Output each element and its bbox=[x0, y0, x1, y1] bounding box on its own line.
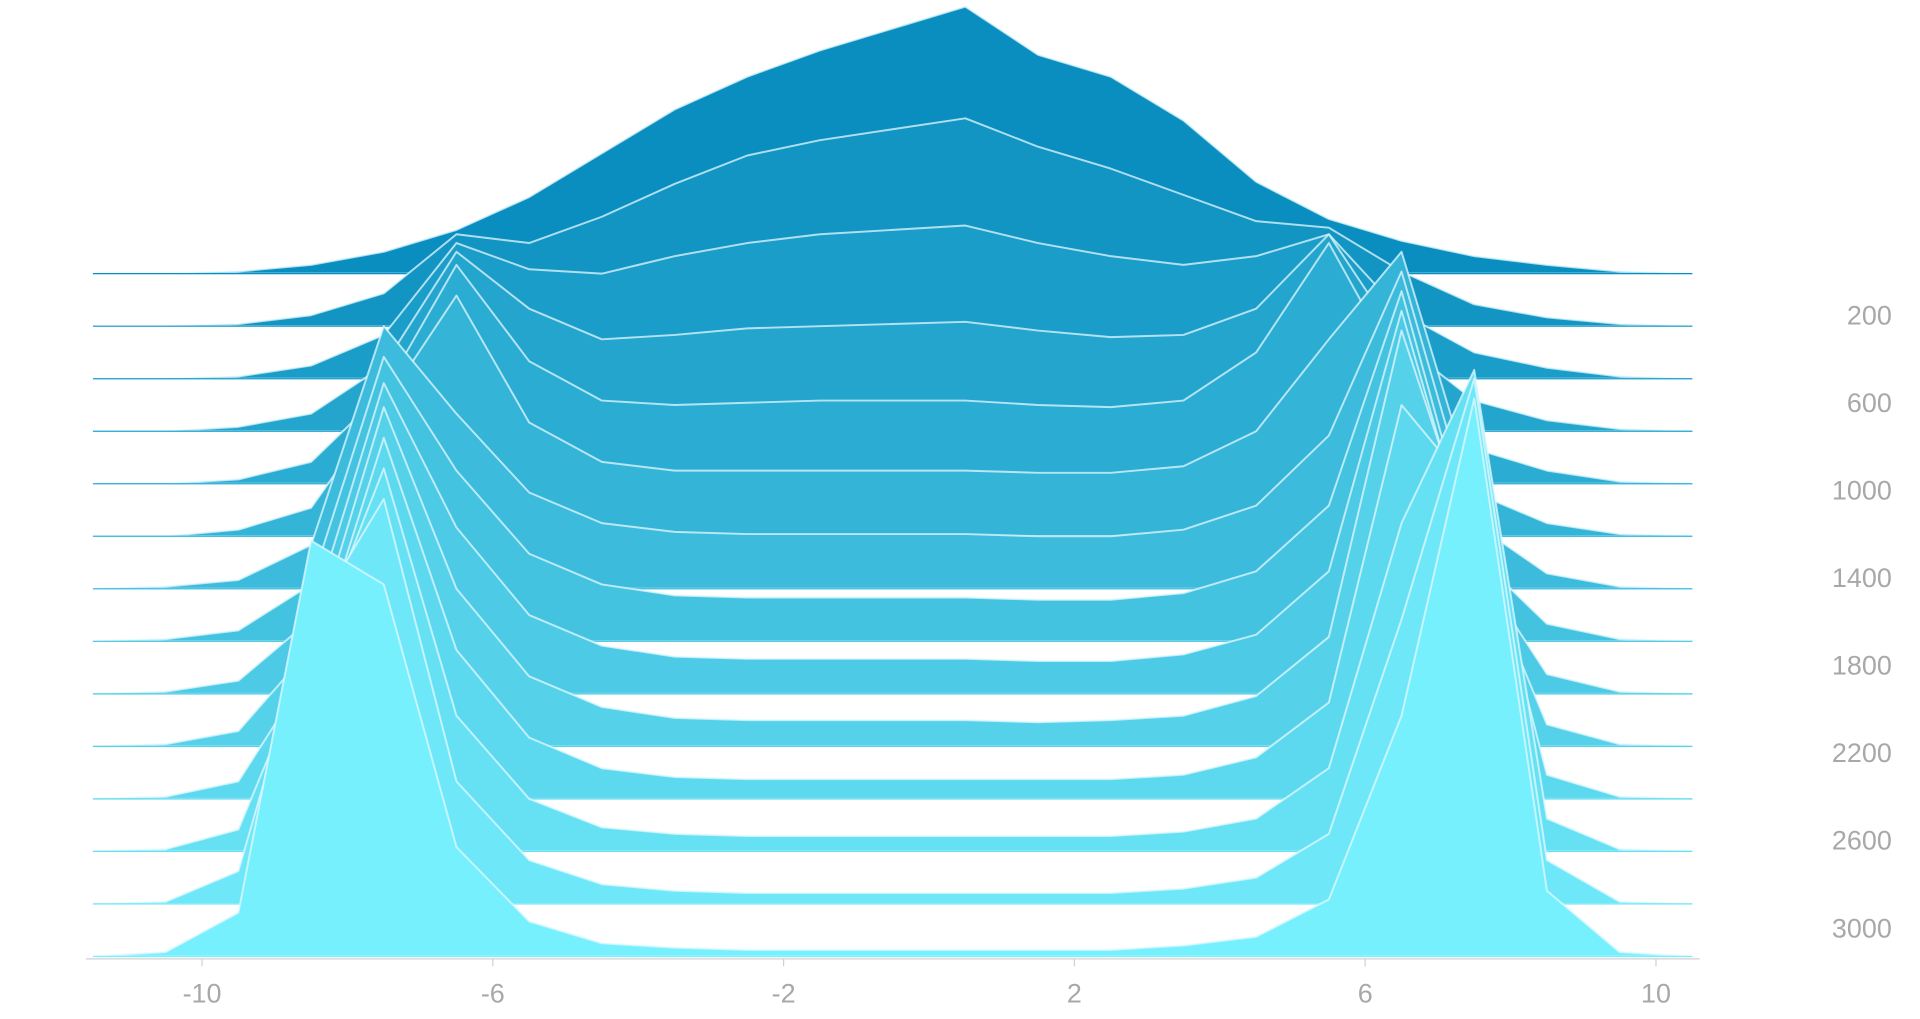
x-tick-label: 10 bbox=[1641, 979, 1671, 1009]
y-tick-label: 1800 bbox=[1832, 651, 1892, 681]
x-tick-label: 6 bbox=[1358, 979, 1373, 1009]
x-tick-label: -10 bbox=[183, 979, 222, 1009]
y-tick-label: 2200 bbox=[1832, 738, 1892, 768]
y-tick-label: 1000 bbox=[1832, 476, 1892, 506]
x-tick-label: -6 bbox=[481, 979, 505, 1009]
y-tick-label: 200 bbox=[1847, 301, 1892, 331]
y-tick-label: 2600 bbox=[1832, 826, 1892, 856]
x-tick-label: 2 bbox=[1067, 979, 1082, 1009]
y-tick-label: 3000 bbox=[1832, 913, 1892, 943]
y-tick-label: 600 bbox=[1847, 388, 1892, 418]
ridge-area bbox=[92, 397, 1694, 958]
y-tick-label: 1400 bbox=[1832, 563, 1892, 593]
x-tick-label: -2 bbox=[772, 979, 796, 1009]
